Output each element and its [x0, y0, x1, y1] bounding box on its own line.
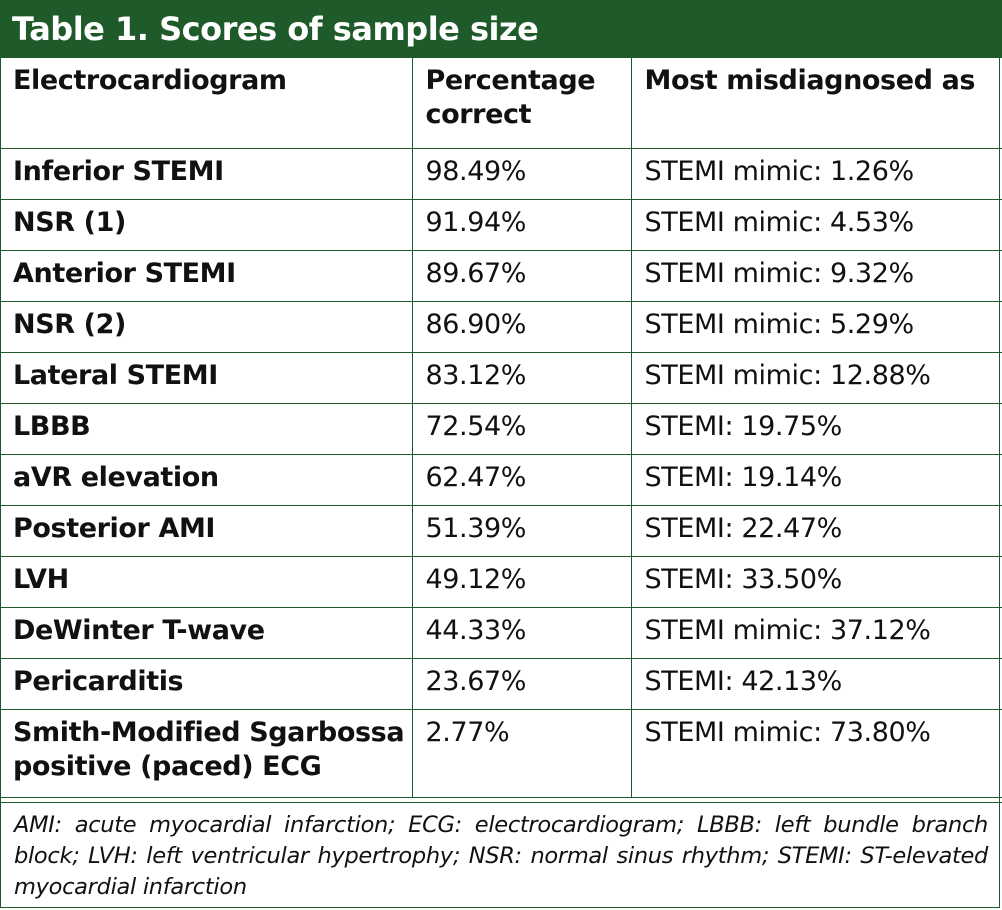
ecg-name-cell: NSR (2) — [0, 300, 413, 353]
table-row: Inferior STEMI 98.49% STEMI mimic: 1.26% — [0, 147, 1002, 200]
ecg-name-cell: NSR (1) — [0, 198, 413, 251]
percentage-cell: 89.67% — [411, 249, 632, 302]
ecg-name-cell: Posterior AMI — [0, 504, 413, 557]
table-row: NSR (2) 86.90% STEMI mimic: 5.29% — [0, 300, 1002, 353]
misdiagnosis-cell: STEMI mimic: 9.32% — [630, 249, 1002, 302]
ecg-name-cell: Smith-Modified Sgarbossa positive (paced… — [0, 708, 413, 798]
scores-table: Electrocardiogram Percentage correct Mos… — [0, 58, 1002, 798]
table-row: Lateral STEMI 83.12% STEMI mimic: 12.88% — [0, 351, 1002, 404]
table-row: Smith-Modified Sgarbossa positive (paced… — [0, 708, 1002, 798]
misdiagnosis-cell: STEMI: 19.14% — [630, 453, 1002, 506]
ecg-name-cell: Anterior STEMI — [0, 249, 413, 302]
misdiagnosis-cell: STEMI mimic: 1.26% — [630, 147, 1002, 200]
table-row: NSR (1) 91.94% STEMI mimic: 4.53% — [0, 198, 1002, 251]
misdiagnosis-cell: STEMI: 42.13% — [630, 657, 1002, 710]
percentage-cell: 98.49% — [411, 147, 632, 200]
misdiagnosis-cell: STEMI mimic: 12.88% — [630, 351, 1002, 404]
table-row: DeWinter T-wave 44.33% STEMI mimic: 37.1… — [0, 606, 1002, 659]
column-header-electrocardiogram: Electrocardiogram — [0, 58, 413, 149]
percentage-cell: 49.12% — [411, 555, 632, 608]
ecg-name-cell: aVR elevation — [0, 453, 413, 506]
column-header-percentage-correct: Percentage correct — [411, 58, 632, 149]
misdiagnosis-cell: STEMI mimic: 73.80% — [630, 708, 1002, 798]
percentage-cell: 86.90% — [411, 300, 632, 353]
table-row: aVR elevation 62.47% STEMI: 19.14% — [0, 453, 1002, 506]
percentage-cell: 44.33% — [411, 606, 632, 659]
table-row: Anterior STEMI 89.67% STEMI mimic: 9.32% — [0, 249, 1002, 302]
table-row: Posterior AMI 51.39% STEMI: 22.47% — [0, 504, 1002, 557]
ecg-name-cell: Pericarditis — [0, 657, 413, 710]
table-row: LBBB 72.54% STEMI: 19.75% — [0, 402, 1002, 455]
misdiagnosis-cell: STEMI mimic: 37.12% — [630, 606, 1002, 659]
percentage-cell: 62.47% — [411, 453, 632, 506]
ecg-name-cell: DeWinter T-wave — [0, 606, 413, 659]
ecg-name-cell: LBBB — [0, 402, 413, 455]
percentage-cell: 2.77% — [411, 708, 632, 798]
misdiagnosis-cell: STEMI mimic: 4.53% — [630, 198, 1002, 251]
misdiagnosis-cell: STEMI: 22.47% — [630, 504, 1002, 557]
ecg-name-cell: Lateral STEMI — [0, 351, 413, 404]
table-row: Pericarditis 23.67% STEMI: 42.13% — [0, 657, 1002, 710]
percentage-cell: 91.94% — [411, 198, 632, 251]
table-title: Table 1. Scores of sample size — [0, 0, 1002, 58]
table-footnote: AMI: acute myocardial infarction; ECG: e… — [0, 802, 1002, 910]
percentage-cell: 23.67% — [411, 657, 632, 710]
ecg-name-cell: LVH — [0, 555, 413, 608]
misdiagnosis-cell: STEMI: 19.75% — [630, 402, 1002, 455]
